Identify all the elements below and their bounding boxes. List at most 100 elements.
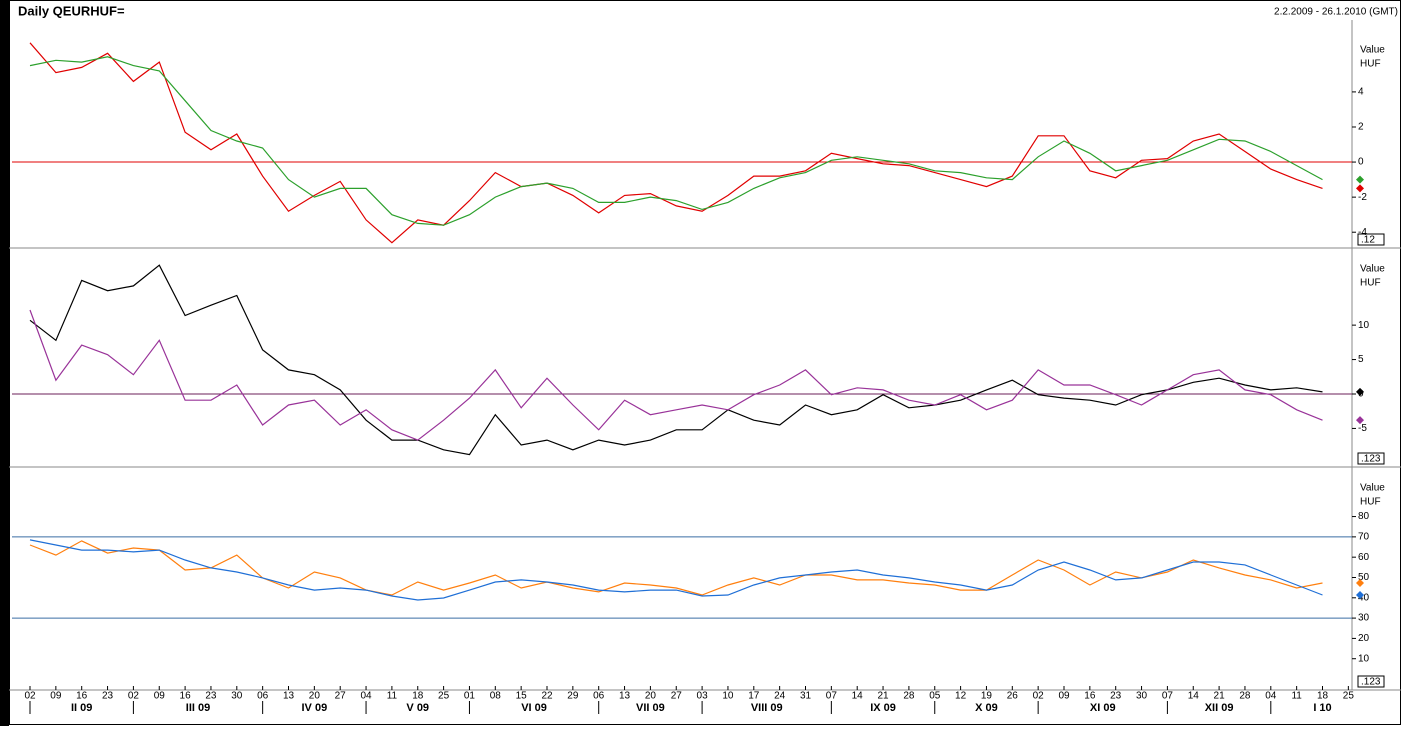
month-label: XI 09 <box>1090 702 1116 714</box>
x-tick-label: 06 <box>257 691 269 702</box>
axis-label: Value <box>1360 483 1385 494</box>
y-tick-label: -4 <box>1358 227 1367 238</box>
series-line <box>29 264 1323 456</box>
x-tick-label: 14 <box>852 691 864 702</box>
x-tick-label: 20 <box>645 691 657 702</box>
x-tick-label: 29 <box>567 691 579 702</box>
month-label: IV 09 <box>302 702 328 714</box>
y-tick-label: 0 <box>1358 157 1364 168</box>
month-label: I 10 <box>1313 702 1331 714</box>
last-value-marker <box>1356 387 1364 396</box>
y-tick-label: 10 <box>1358 653 1370 664</box>
x-tick-label: 07 <box>826 691 838 702</box>
date-range: 2.2.2009 - 26.1.2010 (GMT) <box>1274 7 1398 18</box>
x-tick-label: 02 <box>24 691 36 702</box>
y-tick-label: 2 <box>1358 122 1364 133</box>
last-value-marker <box>1356 590 1364 599</box>
x-tick-label: 27 <box>671 691 683 702</box>
y-tick-label: 50 <box>1358 572 1370 583</box>
y-tick-label: 70 <box>1358 532 1370 543</box>
x-tick-label: 20 <box>309 691 321 702</box>
x-tick-label: 04 <box>360 691 372 702</box>
frame <box>9 0 1401 725</box>
series-line <box>29 540 1323 596</box>
x-tick-label: 09 <box>1058 691 1070 702</box>
last-value-marker <box>1356 578 1364 587</box>
last-value-marker <box>1356 184 1364 193</box>
month-label: VI 09 <box>521 702 547 714</box>
x-tick-label: 25 <box>1343 691 1355 702</box>
y-tick-label: 80 <box>1358 511 1370 522</box>
scale-box-label: .123 <box>1361 454 1381 465</box>
month-label: II 09 <box>71 702 92 714</box>
y-tick-label: 10 <box>1358 320 1370 331</box>
last-value-marker <box>1356 416 1364 425</box>
x-tick-label: 12 <box>955 691 967 702</box>
chart-title: Daily QEURHUF= <box>18 3 125 18</box>
x-tick-label: 23 <box>1110 691 1122 702</box>
x-tick-label: 23 <box>102 691 114 702</box>
x-tick-label: 15 <box>516 691 528 702</box>
x-tick-label: 22 <box>541 691 553 702</box>
window-border <box>0 0 9 726</box>
x-tick-label: 24 <box>774 691 786 702</box>
x-tick-label: 25 <box>438 691 450 702</box>
series-line <box>29 539 1323 601</box>
scale-box <box>1357 233 1385 246</box>
x-tick-label: 09 <box>154 691 166 702</box>
scale-box <box>1357 675 1385 688</box>
axis-label: Value <box>1360 264 1385 275</box>
x-tick-label: 11 <box>1291 691 1302 702</box>
x-tick-label: 21 <box>877 691 889 702</box>
month-label: IX 09 <box>870 702 896 714</box>
x-tick-label: 08 <box>490 691 502 702</box>
x-tick-label: 16 <box>76 691 88 702</box>
x-tick-label: 28 <box>903 691 915 702</box>
x-tick-label: 30 <box>1136 691 1148 702</box>
y-tick-label: 5 <box>1358 354 1364 365</box>
month-label: III 09 <box>186 702 210 714</box>
x-tick-label: 16 <box>1084 691 1096 702</box>
month-label: V 09 <box>406 702 429 714</box>
scale-box-label: .123 <box>1361 677 1381 688</box>
x-tick-label: 06 <box>593 691 605 702</box>
x-tick-label: 30 <box>231 691 243 702</box>
x-tick-label: 10 <box>722 691 734 702</box>
x-tick-label: 16 <box>180 691 192 702</box>
y-tick-label: 4 <box>1358 87 1364 98</box>
x-tick-label: 26 <box>1007 691 1019 702</box>
y-tick-label: 20 <box>1358 633 1370 644</box>
x-tick-label: 03 <box>697 691 709 702</box>
x-tick-label: 17 <box>748 691 760 702</box>
month-label: XII 09 <box>1205 702 1234 714</box>
series-line <box>29 309 1323 441</box>
series-line <box>29 42 1323 244</box>
y-tick-label: 60 <box>1358 552 1370 563</box>
month-label: VII 09 <box>636 702 665 714</box>
scale-box <box>1357 452 1385 465</box>
y-tick-label: -2 <box>1358 192 1367 203</box>
y-tick-label: -5 <box>1358 423 1367 434</box>
x-tick-label: 31 <box>800 691 812 702</box>
axis-unit: HUF <box>1360 497 1381 508</box>
x-tick-label: 13 <box>619 691 631 702</box>
scale-box-label: .12 <box>1361 235 1375 246</box>
x-tick-label: 11 <box>387 691 398 702</box>
x-tick-label: 02 <box>1033 691 1045 702</box>
x-tick-label: 05 <box>929 691 941 702</box>
x-tick-label: 07 <box>1162 691 1174 702</box>
x-tick-label: 23 <box>205 691 217 702</box>
x-tick-label: 28 <box>1239 691 1251 702</box>
last-value-marker <box>1356 175 1364 184</box>
x-tick-label: 02 <box>128 691 140 702</box>
x-tick-label: 18 <box>412 691 424 702</box>
x-tick-label: 14 <box>1188 691 1200 702</box>
y-tick-label: 40 <box>1358 592 1370 603</box>
axis-unit: HUF <box>1360 278 1381 289</box>
y-tick-label: 30 <box>1358 613 1370 624</box>
x-tick-label: 21 <box>1214 691 1226 702</box>
x-tick-label: 01 <box>464 691 476 702</box>
axis-label: Value <box>1360 45 1385 56</box>
month-label: VIII 09 <box>751 702 783 714</box>
